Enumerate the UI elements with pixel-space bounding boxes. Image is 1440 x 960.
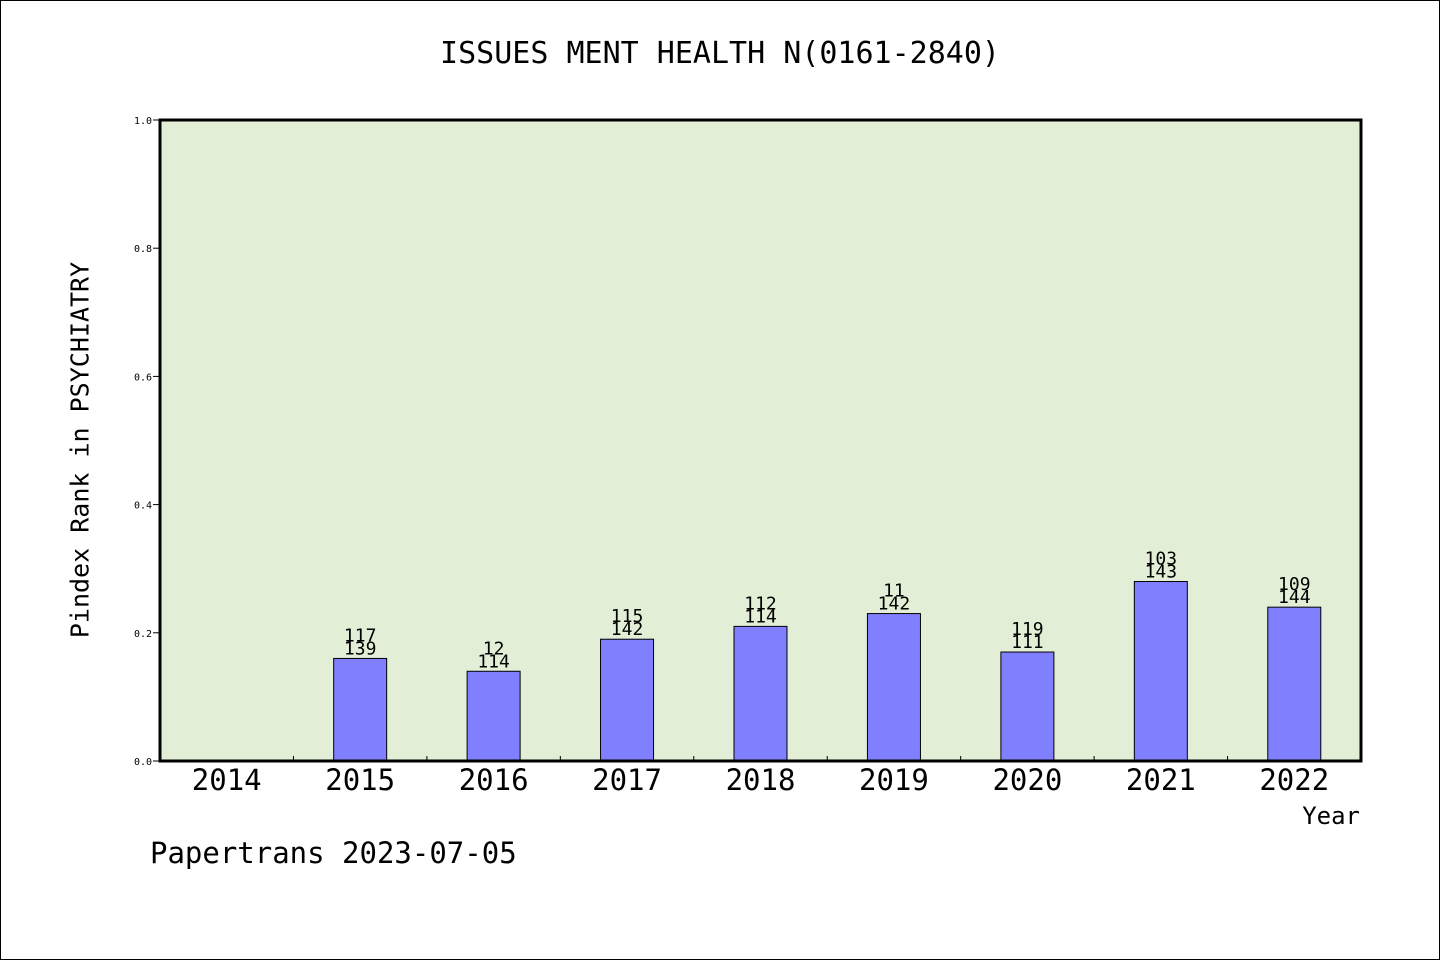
- bar-label-bottom: 114: [744, 606, 777, 627]
- y-tick-label: 1.0: [134, 116, 152, 127]
- bar: [466, 670, 521, 762]
- bar-label-bottom: 143: [1145, 562, 1178, 583]
- bar: [1000, 651, 1055, 762]
- x-tick-label: 2016: [459, 763, 529, 797]
- x-tick-label: 2017: [592, 763, 662, 797]
- bar: [600, 638, 655, 762]
- bar-label-top: 103: [1145, 549, 1178, 570]
- x-tick-label: 2015: [325, 763, 395, 797]
- bar: [1267, 606, 1322, 762]
- y-tick-label: 0.2: [134, 629, 152, 640]
- bar-label-bottom: 139: [344, 638, 377, 659]
- bar: [866, 613, 921, 762]
- plot-border: [158, 118, 1363, 763]
- x-tick-label: 2022: [1259, 763, 1329, 797]
- bar-label-bottom: 142: [611, 619, 644, 640]
- x-tick-label: 2018: [726, 763, 796, 797]
- bar: [1133, 581, 1188, 762]
- y-tick-label: 0.0: [134, 757, 152, 768]
- x-tick-label: 2014: [192, 763, 262, 797]
- bar: [733, 625, 788, 762]
- y-tick-label: 0.6: [134, 372, 152, 383]
- bar-label-top: 115: [611, 606, 644, 627]
- bar-label-bottom: 144: [1278, 587, 1311, 608]
- bar-label-bottom: 111: [1011, 632, 1044, 653]
- bar-label-bottom: 114: [477, 651, 510, 672]
- chart-title: ISSUES MENT HEALTH N(0161-2840): [440, 36, 1000, 71]
- bar-label-top: 109: [1278, 574, 1311, 595]
- x-axis-label: Year: [1302, 802, 1360, 830]
- x-tick-label: 2020: [992, 763, 1062, 797]
- y-tick-label: 0.4: [134, 501, 152, 512]
- bar-label-top: 12: [483, 638, 505, 659]
- x-tick-label: 2019: [859, 763, 929, 797]
- footer-credit: Papertrans 2023-07-05: [150, 836, 517, 870]
- x-tick-label: 2021: [1126, 763, 1196, 797]
- bar-label-top: 112: [744, 593, 777, 614]
- bar-label-top: 119: [1011, 619, 1044, 640]
- bar-label-bottom: 142: [878, 594, 911, 615]
- bar: [333, 657, 388, 762]
- bar-label-top: 117: [344, 625, 377, 646]
- bar-label-top: 11: [883, 581, 905, 602]
- y-tick-label: 0.8: [134, 244, 152, 255]
